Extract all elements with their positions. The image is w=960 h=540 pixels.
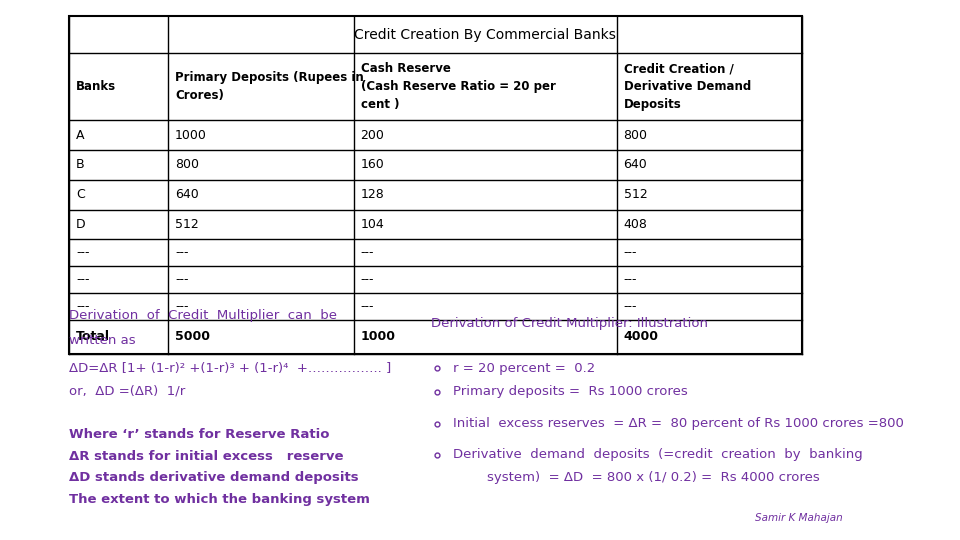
Text: ---: --- [624,246,637,259]
Text: ΔD=ΔR [1+ (1-r)² +(1-r)³ + (1-r)⁴  +…………….. ]: ΔD=ΔR [1+ (1-r)² +(1-r)³ + (1-r)⁴ +……………… [69,362,392,375]
Text: ---: --- [624,273,637,286]
Text: The extent to which the banking system: The extent to which the banking system [69,493,370,506]
Text: ---: --- [175,300,188,313]
Text: D: D [76,218,85,231]
Text: ---: --- [175,273,188,286]
Text: Derivative  demand  deposits  (=credit  creation  by  banking: Derivative demand deposits (=credit crea… [453,448,863,461]
Text: Banks: Banks [76,80,116,93]
Text: or,  ΔD =(ΔR)  1/r: or, ΔD =(ΔR) 1/r [69,385,185,398]
Text: Samir K Mahajan: Samir K Mahajan [755,514,843,523]
Text: ---: --- [624,300,637,313]
Text: ---: --- [361,300,374,313]
Text: 200: 200 [361,129,384,142]
Text: ---: --- [361,273,374,286]
Text: 5000: 5000 [175,330,210,343]
Text: ---: --- [76,300,89,313]
Text: 1000: 1000 [361,330,396,343]
Text: B: B [76,158,84,172]
Text: Initial  excess reserves  = ΔR =  80 percent of Rs 1000 crores =800: Initial excess reserves = ΔR = 80 percen… [453,417,903,430]
Text: ---: --- [361,246,374,259]
Text: 640: 640 [624,158,647,172]
Text: A: A [76,129,84,142]
Text: 4000: 4000 [624,330,659,343]
Text: ---: --- [76,246,89,259]
Text: Credit Creation By Commercial Banks: Credit Creation By Commercial Banks [354,28,616,42]
Text: written as: written as [69,334,135,347]
Text: 1000: 1000 [175,129,207,142]
Text: system)  = ΔD  = 800 x (1/ 0.2) =  Rs 4000 crores: system) = ΔD = 800 x (1/ 0.2) = Rs 4000 … [488,471,820,484]
Text: 640: 640 [175,188,199,201]
Text: Primary deposits =  Rs 1000 crores: Primary deposits = Rs 1000 crores [453,385,687,398]
Text: Cash Reserve
(Cash Reserve Ratio = 20 per
cent ): Cash Reserve (Cash Reserve Ratio = 20 pe… [361,62,556,111]
Text: 128: 128 [361,188,384,201]
Text: Derivation of Credit Multiplier: Illustration: Derivation of Credit Multiplier: Illustr… [431,318,708,330]
Text: 512: 512 [175,218,199,231]
Text: 800: 800 [175,158,199,172]
Text: 408: 408 [624,218,647,231]
Text: Primary Deposits (Rupees in
Crores): Primary Deposits (Rupees in Crores) [175,71,364,102]
Text: C: C [76,188,84,201]
Text: Derivation  of  Credit  Multiplier  can  be: Derivation of Credit Multiplier can be [69,309,337,322]
Text: Credit Creation /
Derivative Demand
Deposits: Credit Creation / Derivative Demand Depo… [624,62,751,111]
Text: ---: --- [175,246,188,259]
Text: 104: 104 [361,218,384,231]
Bar [69,16,803,354]
Text: ΔR stands for initial excess   reserve: ΔR stands for initial excess reserve [69,450,344,463]
Text: Total: Total [76,330,109,343]
Text: 160: 160 [361,158,384,172]
Text: ---: --- [76,273,89,286]
Text: Where ‘r’ stands for Reserve Ratio: Where ‘r’ stands for Reserve Ratio [69,428,329,441]
Text: r = 20 percent =  0.2: r = 20 percent = 0.2 [453,362,595,375]
Text: 512: 512 [624,188,647,201]
Text: 800: 800 [624,129,648,142]
Text: ΔD stands derivative demand deposits: ΔD stands derivative demand deposits [69,471,359,484]
